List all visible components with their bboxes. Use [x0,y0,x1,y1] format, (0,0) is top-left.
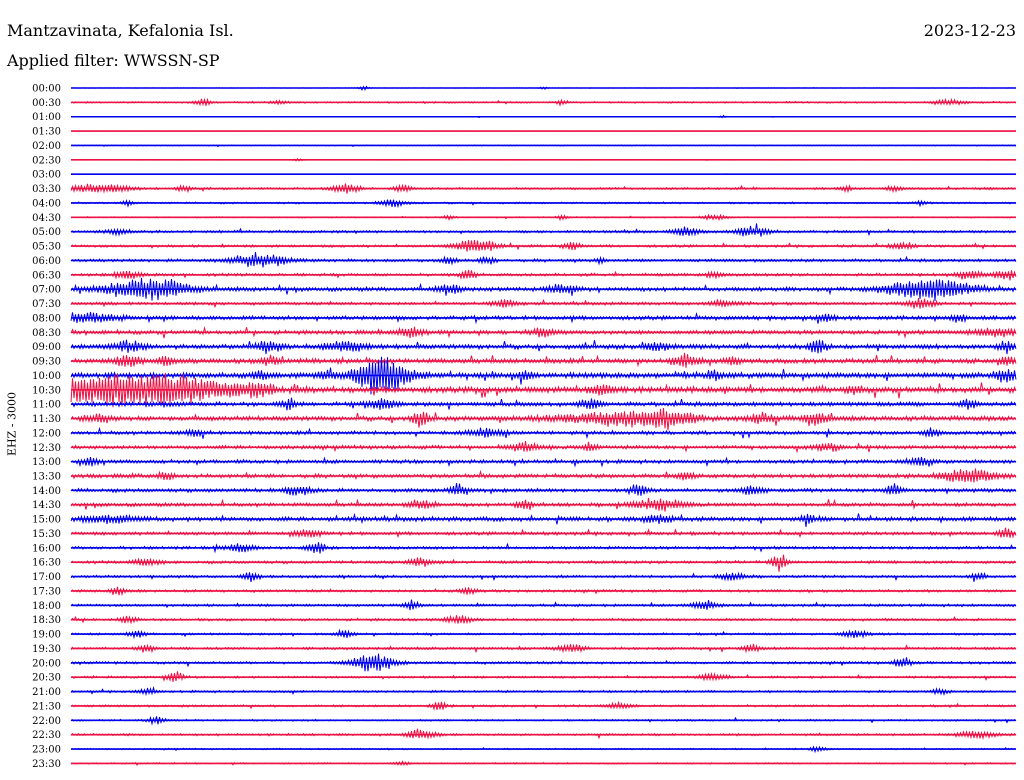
trace-1630 [70,554,1017,572]
trace-0800 [70,311,1017,325]
time-tick-label: 09:00 [32,342,61,353]
trace-1430 [70,497,1017,512]
trace-0500 [70,223,1017,237]
time-tick-label: 15:30 [32,529,61,540]
time-tick-label: 21:30 [32,701,61,712]
time-tick-label: 11:30 [32,414,61,425]
filter-label: Applied filter: WWSSN-SP [7,51,220,70]
time-tick-label: 13:00 [32,457,61,468]
time-tick-label: 01:30 [32,127,61,138]
time-tick-label: 08:00 [32,313,61,324]
time-tick-label: 10:30 [32,385,61,396]
trace-0700 [70,277,1017,302]
trace-1030 [70,373,1017,408]
trace-0730 [70,298,1017,309]
trace-2000 [70,653,1017,672]
trace-1230 [70,440,1017,454]
trace-1330 [70,468,1017,483]
time-tick-label: 10:00 [32,371,61,382]
time-tick-label: 20:00 [32,658,61,669]
time-tick-label: 02:30 [32,155,61,166]
time-tick-label: 03:00 [32,170,61,181]
trace-1400 [70,483,1017,496]
time-tick-label: 19:30 [32,644,61,655]
trace-1130 [70,408,1017,431]
time-tick-label: 04:00 [32,198,61,209]
time-tick-label: 00:00 [32,84,61,95]
time-tick-label: 07:30 [32,299,61,310]
time-tick-label: 19:00 [32,630,61,641]
time-tick-label: 23:00 [32,745,61,756]
time-tick-label: 15:00 [32,515,61,526]
time-tick-label: 18:30 [32,615,61,626]
time-tick-label: 11:00 [32,400,61,411]
time-tick-label: 04:30 [32,213,61,224]
time-tick-label: 03:30 [32,184,61,195]
time-tick-label: 12:30 [32,443,61,454]
time-tick-label: 07:00 [32,285,61,296]
time-tick-label: 23:30 [32,759,61,770]
time-tick-label: 22:00 [32,716,61,727]
time-tick-label: 17:30 [32,586,61,597]
trace-1530 [70,527,1017,539]
time-tick-label: 12:00 [32,428,61,439]
time-tick-label: 06:00 [32,256,61,267]
trace-2230 [70,728,1017,741]
time-tick-label: 01:00 [32,112,61,123]
time-tick-label: 05:00 [32,227,61,238]
time-tick-label: 08:30 [32,328,61,339]
time-tick-label: 05:30 [32,242,61,253]
date-label: 2023-12-23 [923,21,1016,40]
time-tick-label: 17:00 [32,572,61,583]
time-tick-label: 02:00 [32,141,61,152]
trace-1000 [70,356,1017,395]
time-tick-label: 13:30 [32,471,61,482]
time-tick-label: 22:30 [32,730,61,741]
trace-0930 [70,352,1017,368]
time-tick-label: 09:30 [32,357,61,368]
station-title: Mantzavinata, Kefalonia Isl. [7,21,234,40]
time-tick-label: 21:00 [32,687,61,698]
time-tick-label: 20:30 [32,673,61,684]
trace-1300 [70,456,1017,468]
time-tick-label: 18:00 [32,601,61,612]
time-tick-label: 16:30 [32,558,61,569]
time-tick-label: 14:00 [32,486,61,497]
time-tick-label: 00:30 [32,98,61,109]
time-tick-label: 06:30 [32,270,61,281]
time-tick-label: 16:00 [32,543,61,554]
time-tick-label: 14:30 [32,500,61,511]
trace-1500 [70,512,1017,528]
trace-1100 [70,397,1017,411]
